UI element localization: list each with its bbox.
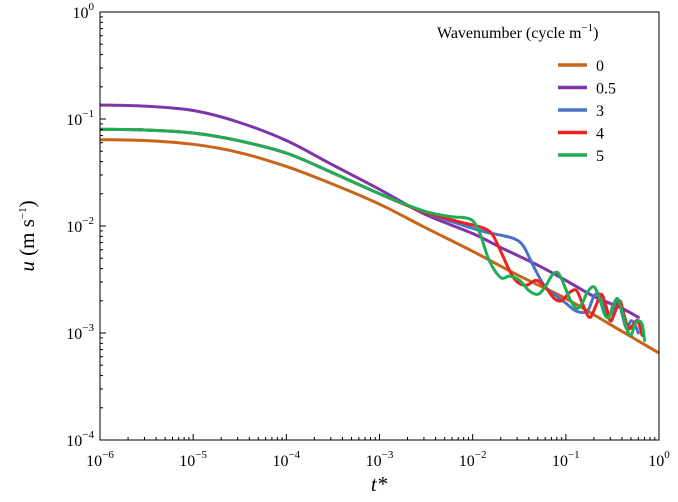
y-tick-label: 100 (73, 1, 95, 22)
y-axis-title-exp: −1 (17, 207, 29, 219)
legend-label-0.5: 0.5 (596, 81, 616, 98)
x-tick-label: 10−2 (459, 449, 487, 470)
legend-title: Wavenumber (cycle m−1) (437, 22, 598, 42)
axis-layer: 10−6 10−5 10−4 10−3 10−2 10−1 100 10−4 10−3 10−2 1… (66, 1, 670, 470)
y-tick-label: 10−2 (66, 215, 94, 236)
y-axis-title-unit: (m s (15, 219, 39, 261)
x-axis-title-var: t* (371, 472, 388, 496)
legend-label-5: 5 (596, 148, 604, 165)
series-line-0.5 (100, 103, 640, 319)
x-tick-label: 10−4 (272, 449, 300, 470)
y-tick-label: 10−3 (66, 322, 94, 343)
y-axis-title-close: ) (15, 200, 39, 207)
series-line-5 (100, 127, 647, 343)
x-tick-label: 100 (648, 449, 670, 470)
y-tick-label: 10−4 (66, 429, 94, 450)
legend-label-4: 4 (596, 126, 604, 143)
x-tick-label: 10−6 (86, 449, 114, 470)
legend-label-0: 0 (596, 58, 604, 75)
x-tick-label: 10−1 (552, 449, 580, 470)
y-tick-label: 10−1 (66, 108, 94, 129)
legend: Wavenumber (cycle m−1) 0 0.5 3 4 5 (437, 22, 616, 165)
y-axis-title-var: u (15, 261, 39, 272)
series-layer (100, 103, 659, 355)
x-tick-label: 10−3 (366, 449, 394, 470)
x-axis-title: t* (371, 472, 388, 496)
legend-label-3: 3 (596, 103, 604, 120)
y-axis-title: u (m s−1) (15, 200, 39, 271)
x-tick-label: 10−5 (179, 449, 207, 470)
